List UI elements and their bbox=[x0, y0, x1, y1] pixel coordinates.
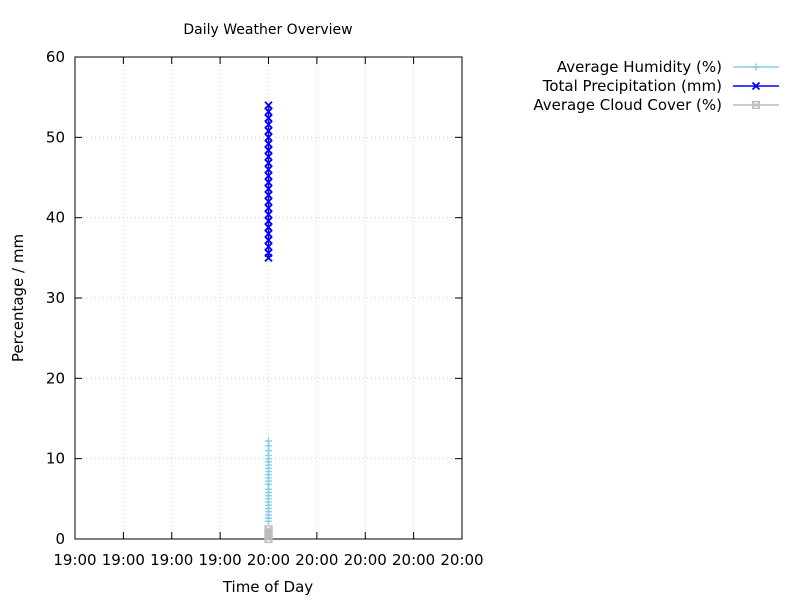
data-point bbox=[264, 229, 273, 238]
x-axis-label: Time of Day bbox=[222, 578, 313, 596]
grid bbox=[75, 57, 462, 539]
data-point bbox=[264, 223, 273, 232]
data-point bbox=[264, 146, 273, 155]
data-series bbox=[264, 101, 273, 544]
data-point bbox=[264, 203, 273, 213]
x-tick-label: 19:00 bbox=[150, 551, 193, 569]
data-point bbox=[264, 152, 273, 161]
legend-marker bbox=[751, 100, 761, 110]
y-tick-label: 60 bbox=[46, 48, 65, 66]
data-point bbox=[264, 126, 273, 136]
data-point bbox=[264, 191, 273, 200]
x-tick-label: 20:00 bbox=[344, 551, 387, 569]
legend-label: Average Humidity (%) bbox=[557, 58, 722, 76]
data-point bbox=[264, 158, 273, 168]
data-point bbox=[264, 197, 273, 206]
legend-marker bbox=[751, 81, 761, 91]
data-point bbox=[264, 139, 273, 148]
data-point bbox=[264, 184, 273, 193]
x-tick-label: 19:00 bbox=[53, 551, 96, 569]
legend-label: Average Cloud Cover (%) bbox=[533, 96, 722, 114]
data-point bbox=[264, 253, 273, 262]
chart-title: Daily Weather Overview bbox=[183, 22, 352, 38]
legend-marker bbox=[752, 63, 760, 71]
data-point bbox=[264, 120, 273, 129]
series-2 bbox=[264, 525, 273, 544]
y-tick-label: 0 bbox=[55, 530, 65, 548]
y-tick-label: 50 bbox=[46, 128, 65, 146]
series-1 bbox=[264, 101, 273, 262]
data-point bbox=[265, 517, 272, 525]
y-tick-label: 30 bbox=[46, 289, 65, 307]
data-point bbox=[264, 171, 273, 181]
x-tick-label: 19:00 bbox=[199, 551, 242, 569]
x-tick-label: 20:00 bbox=[247, 551, 290, 569]
data-point bbox=[264, 178, 273, 187]
data-point bbox=[264, 236, 273, 245]
y-axis: 0 10 20 30 40 50 60 bbox=[46, 48, 462, 548]
y-tick-label: 40 bbox=[46, 209, 65, 227]
data-point bbox=[264, 107, 273, 116]
x-tick-label: 20:00 bbox=[392, 551, 435, 569]
series-0 bbox=[265, 437, 272, 525]
y-tick-label: 10 bbox=[46, 450, 65, 468]
x-axis: 19:00 19:00 19:00 19:00 20:00 20:00 20:00 20:00… bbox=[53, 57, 484, 569]
data-point bbox=[264, 133, 273, 142]
y-tick-label: 20 bbox=[46, 369, 65, 387]
data-point bbox=[264, 113, 273, 123]
x-tick-label: 19:00 bbox=[102, 551, 145, 569]
legend: Average Humidity (%)Total Precipitation … bbox=[533, 58, 779, 114]
data-point bbox=[264, 216, 273, 226]
data-point bbox=[264, 534, 273, 544]
x-tick-label: 20:00 bbox=[295, 551, 338, 569]
legend-label: Total Precipitation (mm) bbox=[542, 77, 722, 95]
data-point bbox=[264, 101, 273, 110]
data-point bbox=[264, 242, 273, 251]
x-tick-label: 20:00 bbox=[440, 551, 483, 569]
data-point bbox=[264, 165, 273, 174]
data-point bbox=[264, 210, 273, 219]
y-axis-label: Percentage / mm bbox=[9, 234, 27, 362]
